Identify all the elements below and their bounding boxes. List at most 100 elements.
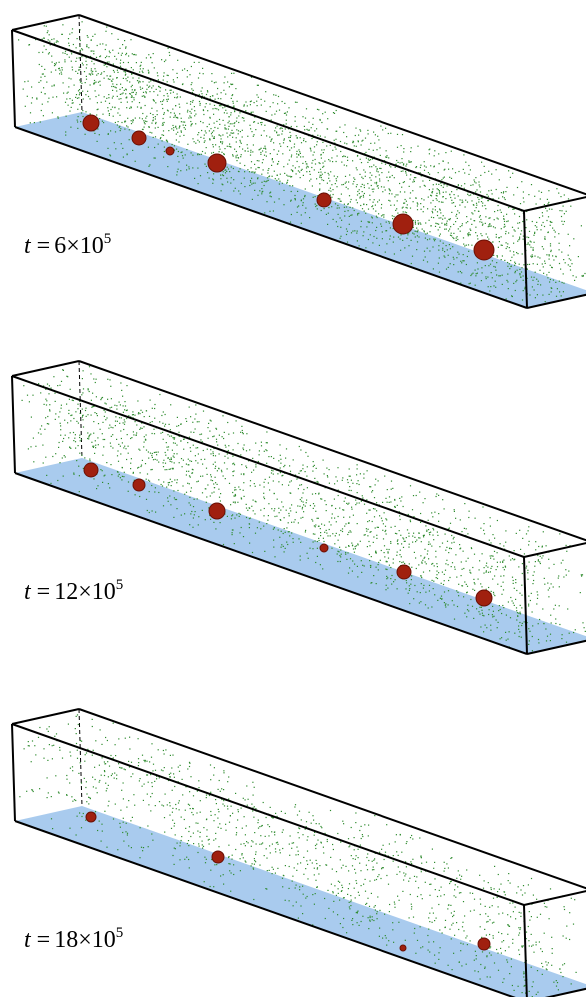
particle xyxy=(416,228,417,229)
particle xyxy=(432,849,433,850)
particle xyxy=(332,533,333,534)
particle xyxy=(444,574,445,575)
particle xyxy=(365,247,366,248)
particle xyxy=(52,112,53,113)
particle xyxy=(238,157,239,158)
particle xyxy=(121,417,122,418)
particle xyxy=(455,518,456,519)
particle xyxy=(183,449,184,450)
particle xyxy=(172,468,173,469)
particle xyxy=(441,185,442,186)
particle xyxy=(363,195,364,196)
particle xyxy=(305,208,306,209)
particle xyxy=(471,224,472,225)
particle xyxy=(179,462,180,463)
particle xyxy=(158,127,159,128)
particle xyxy=(361,177,362,178)
particle xyxy=(302,508,303,509)
particle xyxy=(484,205,485,206)
particle xyxy=(117,471,118,472)
particle xyxy=(396,208,397,209)
particle xyxy=(173,442,174,443)
particle xyxy=(221,471,222,472)
particle xyxy=(173,81,174,82)
particle xyxy=(276,132,277,133)
particle xyxy=(241,143,242,144)
particle xyxy=(390,235,391,236)
particle xyxy=(61,74,62,75)
particle xyxy=(175,127,176,128)
particle xyxy=(405,212,406,213)
particle xyxy=(194,514,195,515)
particle xyxy=(197,134,198,135)
particle xyxy=(341,162,342,163)
particle xyxy=(329,483,330,484)
particle xyxy=(225,447,226,448)
particle xyxy=(81,439,82,440)
particle xyxy=(363,204,364,205)
particle xyxy=(130,463,131,464)
particle xyxy=(570,269,571,270)
particle xyxy=(236,157,237,158)
particle xyxy=(353,177,354,178)
particle xyxy=(438,250,439,251)
particle xyxy=(184,494,185,495)
particle xyxy=(349,224,350,225)
particles xyxy=(18,21,586,302)
particle xyxy=(102,422,103,423)
particle xyxy=(104,403,105,404)
particle xyxy=(215,428,216,429)
particle xyxy=(101,841,102,842)
particle xyxy=(184,122,185,123)
particle xyxy=(220,522,221,523)
particle xyxy=(362,495,363,496)
particle xyxy=(283,204,284,205)
particle xyxy=(183,158,184,159)
particle xyxy=(67,54,68,55)
particle xyxy=(199,141,200,142)
particle xyxy=(361,221,362,222)
particle xyxy=(152,770,153,771)
particle xyxy=(369,560,370,561)
particle xyxy=(412,859,413,860)
panel: t=6×105 xyxy=(12,15,586,308)
particle xyxy=(233,432,234,433)
particle xyxy=(24,748,25,749)
particle xyxy=(233,73,234,74)
particle xyxy=(417,209,418,210)
particle xyxy=(282,153,283,154)
particle xyxy=(464,503,465,504)
particle xyxy=(430,532,431,533)
particle xyxy=(210,128,211,129)
particle xyxy=(350,558,351,559)
particle xyxy=(264,498,265,499)
particle xyxy=(230,123,231,124)
particle xyxy=(152,510,153,511)
particle xyxy=(149,82,150,83)
particle xyxy=(365,138,366,139)
particle xyxy=(491,566,492,567)
particle xyxy=(198,481,199,482)
particle xyxy=(221,92,222,93)
particle xyxy=(119,767,120,768)
particle xyxy=(189,524,190,525)
particle xyxy=(421,576,422,577)
particle xyxy=(167,434,168,435)
particle xyxy=(359,197,360,198)
particle xyxy=(406,164,407,165)
particle xyxy=(394,205,395,206)
particle xyxy=(332,513,333,514)
particle xyxy=(132,411,133,412)
particle xyxy=(99,118,100,119)
particle xyxy=(204,142,205,143)
particle xyxy=(327,129,328,130)
particle xyxy=(133,92,134,93)
particle xyxy=(419,837,420,838)
particle xyxy=(475,191,476,192)
particle xyxy=(305,506,306,507)
particle xyxy=(116,84,117,85)
particle xyxy=(352,231,353,232)
particle xyxy=(507,281,508,282)
particle xyxy=(548,589,549,590)
particle xyxy=(517,253,518,254)
